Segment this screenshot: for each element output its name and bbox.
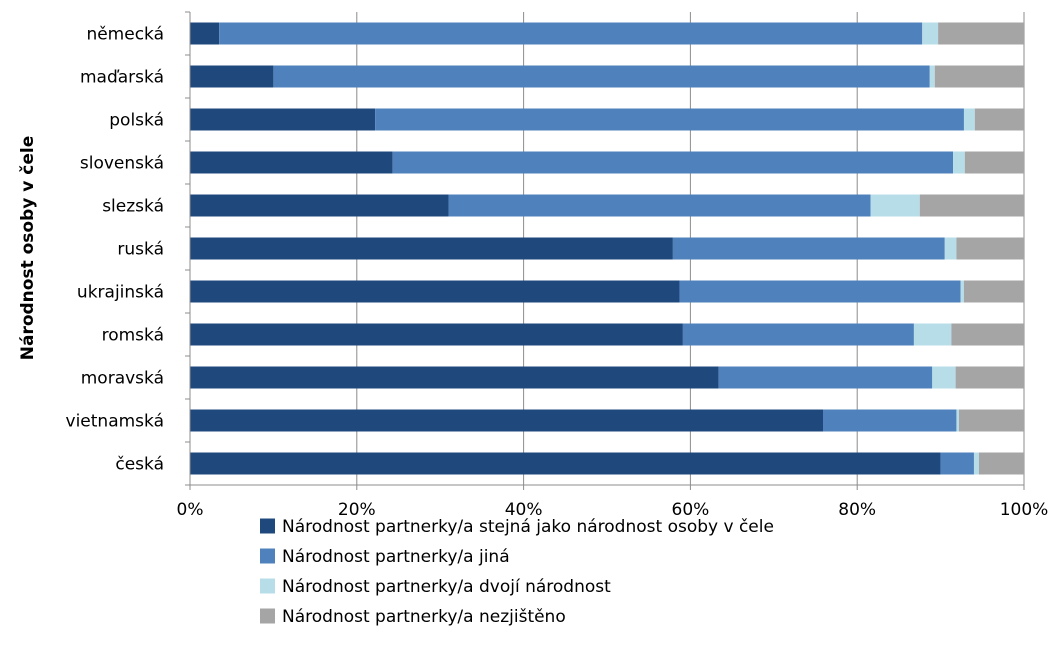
bar-series-1	[190, 22, 220, 45]
bar-series-1	[190, 452, 941, 475]
bar-series-2	[448, 194, 871, 217]
category-label: německá	[86, 25, 164, 45]
bar-series-2	[718, 366, 933, 389]
category-label: ukrajinská	[77, 283, 164, 303]
bar-series-3	[932, 366, 956, 389]
bar-series-4	[951, 323, 1024, 346]
bar-series-3	[944, 237, 957, 260]
category-label: romská	[102, 326, 164, 346]
bar-series-1	[190, 151, 393, 174]
category-label: slovenská	[80, 154, 164, 174]
bars	[190, 22, 1024, 475]
x-tick-labels: 0% 20% 40% 60% 80% 100%	[177, 500, 1049, 520]
bar-series-4	[974, 108, 1024, 131]
category-label: maďarská	[80, 68, 164, 88]
bar-series-1	[190, 323, 683, 346]
legend-swatch	[260, 518, 275, 534]
bar-series-2	[679, 280, 961, 303]
bar-series-3	[963, 108, 975, 131]
legend-label: Národnost partnerky/a dvojí národnost	[282, 577, 611, 597]
legend-label: Národnost partnerky/a nezjištěno	[282, 607, 566, 627]
bar-series-4	[956, 237, 1024, 260]
bar-series-4	[934, 65, 1024, 88]
bar-series-4	[938, 22, 1024, 45]
bar-series-2	[219, 22, 923, 45]
bar-series-3	[973, 452, 979, 475]
bar-series-1	[190, 366, 719, 389]
bar-series-1	[190, 194, 449, 217]
legend-label: Národnost partnerky/a jiná	[282, 547, 510, 567]
legend-label: Národnost partnerky/a stejná jako národn…	[282, 517, 774, 537]
category-label: česká	[115, 455, 164, 475]
bar-series-4	[958, 409, 1024, 432]
category-label: moravská	[81, 369, 164, 389]
axes	[185, 11, 1025, 490]
category-label: ruská	[117, 240, 164, 260]
x-tick-label: 40%	[505, 500, 543, 520]
bar-series-3	[922, 22, 939, 45]
bar-series-4	[964, 151, 1024, 174]
bar-series-4	[978, 452, 1024, 475]
bar-series-2	[375, 108, 964, 131]
bar-series-4	[955, 366, 1024, 389]
category-label: vietnamská	[66, 412, 164, 432]
legend-swatch	[260, 578, 275, 594]
x-tick-label: 100%	[1000, 500, 1049, 520]
x-tick-label: 60%	[672, 500, 710, 520]
bar-series-4	[919, 194, 1024, 217]
bar-series-3	[956, 409, 959, 432]
bar-series-3	[960, 280, 964, 303]
x-tick-label: 0%	[177, 500, 204, 520]
legend: Národnost partnerky/a stejná jako národn…	[260, 517, 774, 627]
bar-series-1	[190, 280, 680, 303]
bar-series-3	[953, 151, 965, 174]
y-axis-title: Národnost osoby v čele	[18, 136, 38, 361]
bar-series-3	[929, 65, 935, 88]
category-labels: německá maďarská polská slovenská slezská rus…	[66, 25, 164, 475]
category-label: slezská	[102, 197, 164, 217]
x-tick-label: 80%	[838, 500, 876, 520]
bar-series-2	[392, 151, 954, 174]
legend-swatch	[260, 548, 275, 564]
bar-series-2	[672, 237, 945, 260]
bar-series-1	[190, 237, 673, 260]
category-label: polská	[109, 111, 164, 131]
bar-series-3	[870, 194, 920, 217]
bar-series-2	[823, 409, 957, 432]
bar-series-1	[190, 65, 274, 88]
x-tick-label: 20%	[338, 500, 376, 520]
bar-series-4	[963, 280, 1024, 303]
bar-series-1	[190, 409, 824, 432]
bar-series-3	[913, 323, 952, 346]
bar-series-2	[273, 65, 930, 88]
bar-series-1	[190, 108, 376, 131]
bar-series-2	[940, 452, 974, 475]
legend-swatch	[260, 608, 275, 624]
bar-series-2	[682, 323, 914, 346]
